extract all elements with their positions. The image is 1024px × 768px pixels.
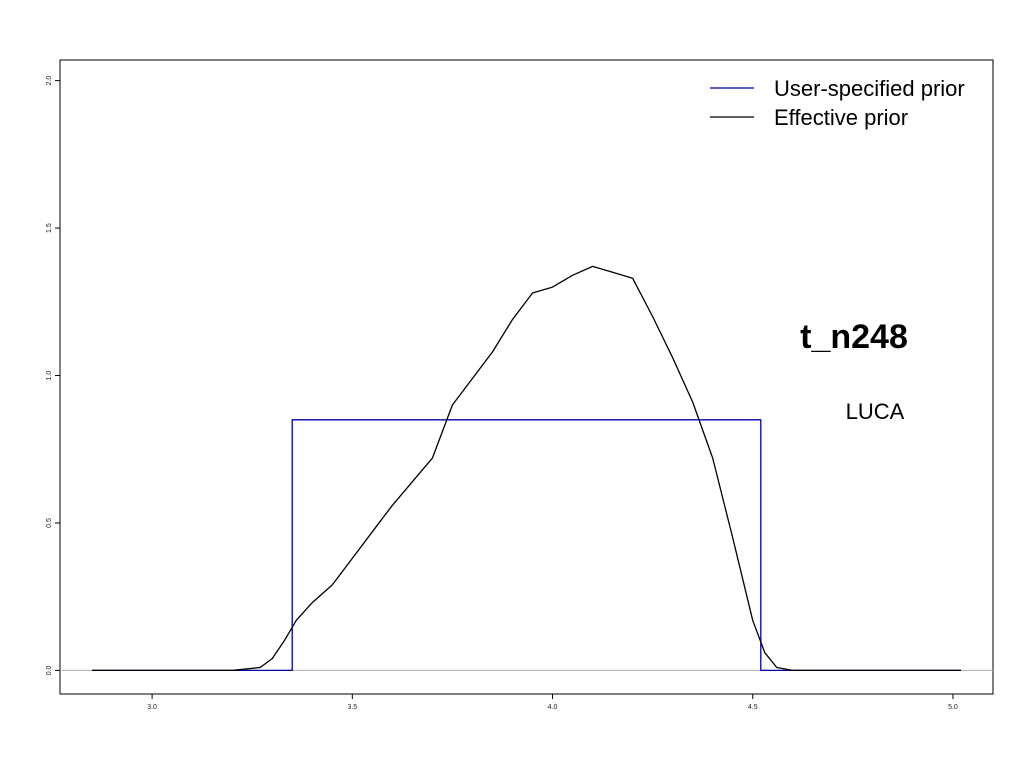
x-tick-label: 3.0 — [147, 704, 157, 711]
x-tick-label: 3.5 — [347, 704, 357, 711]
calibration-label: LUCA — [846, 399, 905, 424]
x-axis: 3.0 3.5 4.0 4.5 5.0 — [147, 694, 958, 711]
y-tick-label: 2.0 — [46, 76, 53, 86]
x-tick-label: 5.0 — [948, 704, 958, 711]
y-tick-label: 0.0 — [46, 665, 53, 675]
y-tick-label: 1.5 — [46, 223, 53, 233]
x-tick-label: 4.0 — [548, 704, 558, 711]
y-tick-label: 1.0 — [46, 371, 53, 381]
legend-label-user-specified-prior: User-specified prior — [774, 76, 965, 101]
legend: User-specified prior Effective prior — [710, 76, 965, 130]
plot-frame — [59, 59, 994, 695]
series-line-user-specified-prior — [92, 419, 961, 672]
series-layer — [92, 265, 961, 672]
y-axis: 0.0 0.5 1.0 1.5 2.0 — [46, 76, 60, 675]
x-tick-label: 4.5 — [748, 704, 758, 711]
y-tick-label: 0.5 — [46, 518, 53, 528]
node-label: t_n248 — [800, 318, 908, 356]
legend-label-effective-prior: Effective prior — [774, 105, 908, 130]
series-line-effective-prior — [92, 265, 961, 672]
